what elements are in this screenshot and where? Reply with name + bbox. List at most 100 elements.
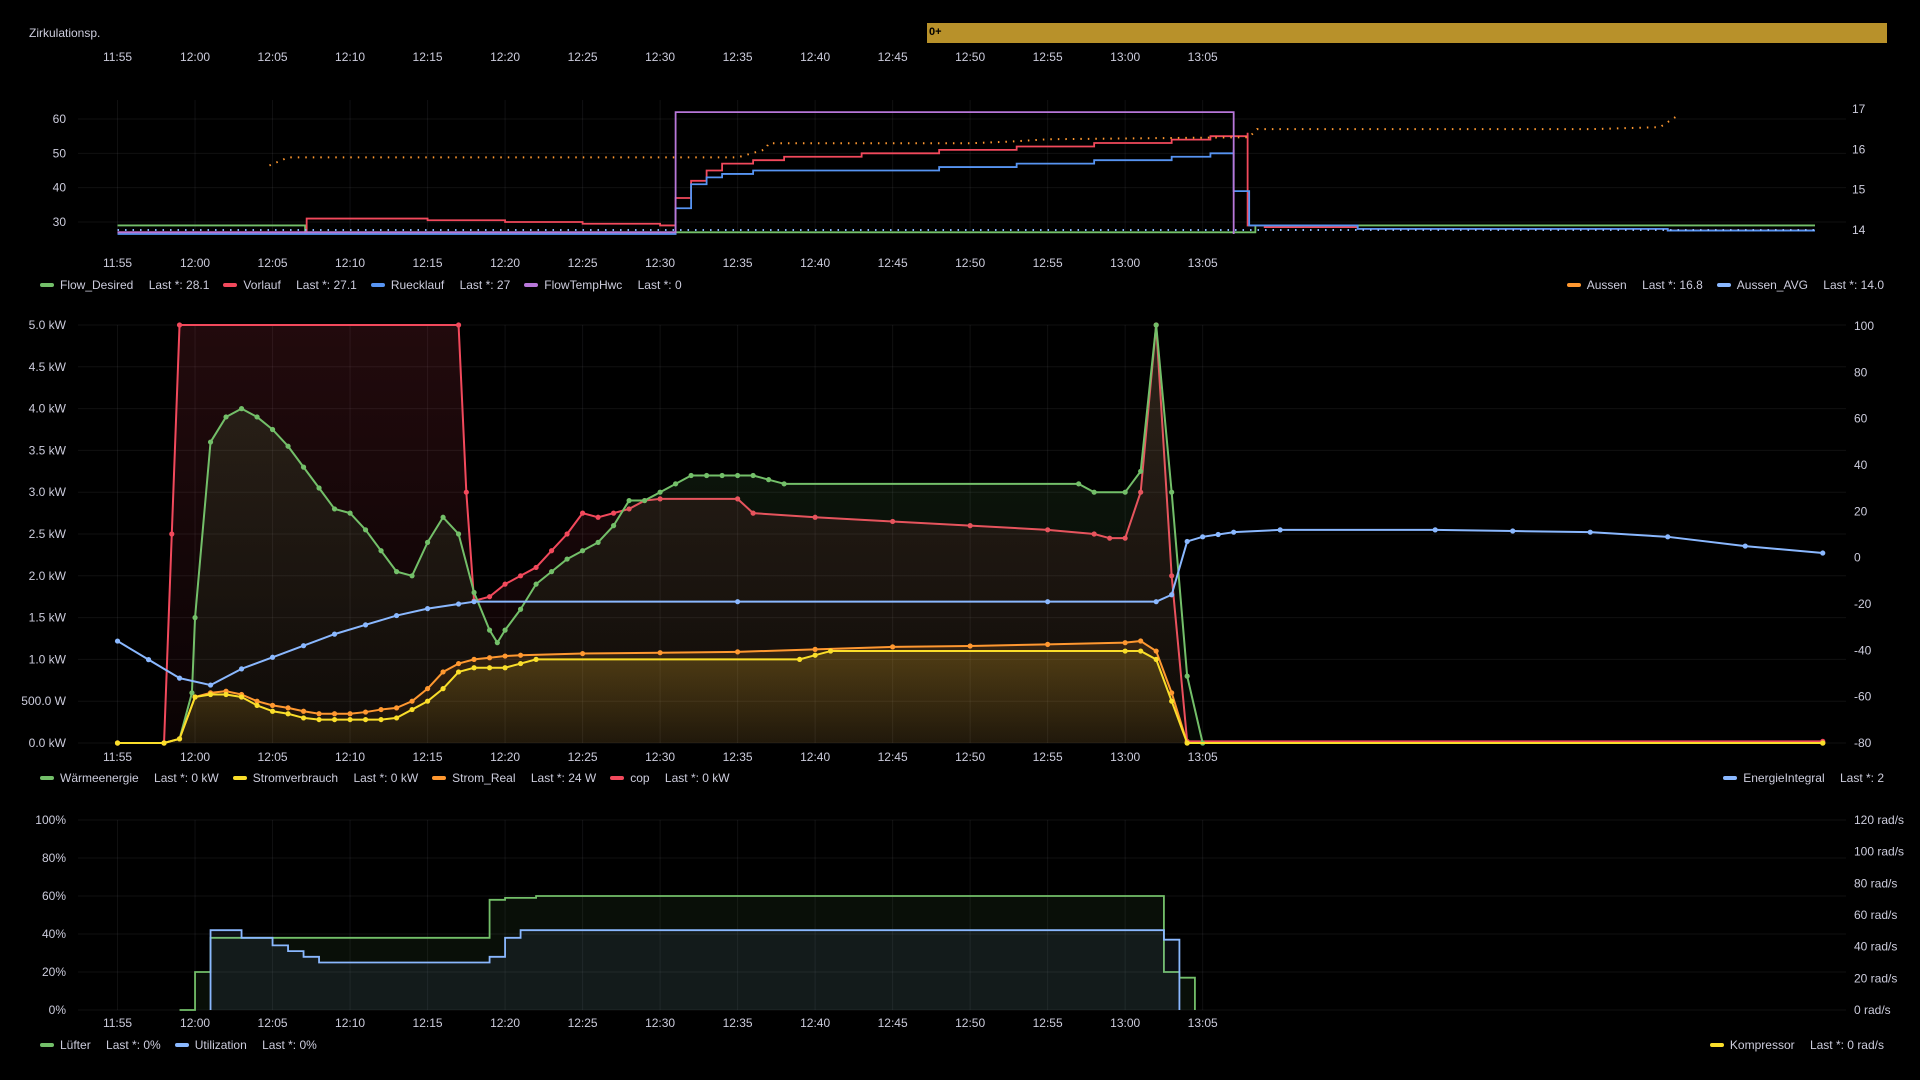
data-point-strom-real[interactable] <box>486 655 493 661</box>
data-point-w-rmeenergie[interactable] <box>548 569 555 575</box>
data-point-w-rmeenergie[interactable] <box>688 472 694 479</box>
data-point-energieintegral[interactable] <box>145 657 152 663</box>
data-point-stromverbrauch[interactable] <box>238 694 245 700</box>
series-line-ruecklauf[interactable] <box>117 149 1815 235</box>
data-point-cop[interactable] <box>595 514 601 520</box>
data-point-w-rmeenergie[interactable] <box>1184 673 1190 679</box>
data-point-energieintegral[interactable] <box>1432 527 1438 533</box>
data-point-energieintegral[interactable] <box>269 654 276 660</box>
data-point-stromverbrauch[interactable] <box>378 716 384 723</box>
data-point-energieintegral[interactable] <box>1184 538 1190 545</box>
data-point-cop[interactable] <box>463 489 469 495</box>
data-point-strom-real[interactable] <box>455 660 462 667</box>
series-line-aussen[interactable] <box>269 116 1677 167</box>
data-point-strom-real[interactable] <box>331 711 338 717</box>
data-point-stromverbrauch[interactable] <box>828 648 834 654</box>
energy-chart-svg[interactable]: 5.0 kW 4.5 kW 4.0 kW 3.5 kW 3.0 kW 2.5 kW 2.0 … <box>0 310 1920 770</box>
data-point-energieintegral[interactable] <box>1215 531 1221 538</box>
data-point-w-rmeenergie[interactable] <box>254 414 260 420</box>
data-point-strom-real[interactable] <box>378 706 384 713</box>
data-point-stromverbrauch[interactable] <box>486 665 493 671</box>
legend-item-flow-desired[interactable]: Flow_Desired Last *: 28.1 <box>40 278 209 292</box>
data-point-w-rmeenergie[interactable] <box>455 531 462 537</box>
data-point-stromverbrauch[interactable] <box>455 669 462 675</box>
data-point-w-rmeenergie[interactable] <box>409 573 415 579</box>
data-point-strom-real[interactable] <box>1122 640 1128 646</box>
data-point-w-rmeenergie[interactable] <box>393 569 400 575</box>
data-point-w-rmeenergie[interactable] <box>471 589 477 596</box>
data-point-w-rmeenergie[interactable] <box>378 548 384 554</box>
data-point-energieintegral[interactable] <box>1169 592 1175 598</box>
data-point-w-rmeenergie[interactable] <box>269 426 276 433</box>
data-point-strom-real[interactable] <box>440 669 446 675</box>
data-point-energieintegral[interactable] <box>238 666 245 672</box>
data-point-w-rmeenergie[interactable] <box>564 556 570 562</box>
data-point-w-rmeenergie[interactable] <box>1138 468 1144 474</box>
data-point-strom-real[interactable] <box>890 644 896 650</box>
data-point-cop[interactable] <box>548 548 555 554</box>
data-point-cop[interactable] <box>564 531 570 537</box>
data-point-w-rmeenergie[interactable] <box>657 489 663 495</box>
data-point-strom-real[interactable] <box>1045 641 1051 647</box>
data-point-w-rmeenergie[interactable] <box>300 464 307 470</box>
data-point-w-rmeenergie[interactable] <box>595 539 601 545</box>
data-point-cop[interactable] <box>176 322 183 328</box>
data-point-cop[interactable] <box>455 322 462 328</box>
legend-item-flowtemphwc[interactable]: FlowTempHwc Last *: 0 <box>524 278 682 292</box>
data-point-w-rmeenergie[interactable] <box>486 627 493 633</box>
data-point-stromverbrauch[interactable] <box>161 740 167 746</box>
data-point-strom-real[interactable] <box>285 705 291 711</box>
data-point-w-rmeenergie[interactable] <box>1153 322 1159 328</box>
data-point-w-rmeenergie[interactable] <box>331 506 338 512</box>
temp-chart-svg[interactable]: 60 50 40 30 17 16 15 14 11:55 12:00 12:05 12:10 12:1… <box>0 90 1920 270</box>
series-line-strom-real[interactable] <box>117 640 1823 744</box>
data-point-w-rmeenergie[interactable] <box>189 690 195 696</box>
data-point-energieintegral[interactable] <box>1231 529 1237 535</box>
data-point-energieintegral[interactable] <box>1820 550 1826 556</box>
data-point-w-rmeenergie[interactable] <box>781 481 787 487</box>
data-point-strom-real[interactable] <box>657 650 663 656</box>
data-point-strom-real[interactable] <box>517 652 524 658</box>
data-point-w-rmeenergie[interactable] <box>238 406 245 412</box>
data-point-w-rmeenergie[interactable] <box>719 472 725 479</box>
legend-item-cop[interactable]: cop Last *: 0 kW <box>610 771 730 785</box>
data-point-cop[interactable] <box>579 510 586 516</box>
status-bar[interactable]: 0+ <box>927 23 1887 43</box>
data-point-w-rmeenergie[interactable] <box>626 497 632 504</box>
data-point-strom-real[interactable] <box>967 643 973 649</box>
data-point-energieintegral[interactable] <box>362 622 369 628</box>
data-point-energieintegral[interactable] <box>1277 527 1283 533</box>
data-point-w-rmeenergie[interactable] <box>735 472 741 479</box>
data-point-w-rmeenergie[interactable] <box>610 523 617 529</box>
data-point-w-rmeenergie[interactable] <box>673 481 679 487</box>
data-point-w-rmeenergie[interactable] <box>533 581 539 587</box>
data-point-strom-real[interactable] <box>812 646 818 652</box>
series-line-utilization[interactable] <box>209 929 1181 1010</box>
data-point-cop[interactable] <box>610 510 617 516</box>
data-point-cop[interactable] <box>517 573 524 579</box>
data-point-energieintegral[interactable] <box>455 601 462 607</box>
data-point-strom-real[interactable] <box>579 650 586 657</box>
legend-item-aussen[interactable]: Aussen Last *: 16.8 <box>1566 278 1703 292</box>
data-point-stromverbrauch[interactable] <box>331 716 338 723</box>
data-point-stromverbrauch[interactable] <box>471 665 477 671</box>
data-point-strom-real[interactable] <box>1138 638 1144 644</box>
data-point-stromverbrauch[interactable] <box>285 711 291 717</box>
data-point-strom-real[interactable] <box>347 711 353 717</box>
util-chart-svg[interactable]: 100% 80% 60% 40% 20% 0% 120 rad/s 100 rad/s 80 r… <box>0 800 1920 1030</box>
data-point-strom-real[interactable] <box>409 698 415 704</box>
data-point-strom-real[interactable] <box>316 711 322 717</box>
legend-item-ruecklauf[interactable]: Ruecklauf Last *: 27 <box>370 278 510 292</box>
data-point-strom-real[interactable] <box>471 656 477 662</box>
legend-item-luefter[interactable]: Lüfter Last *: 0% <box>40 1038 161 1052</box>
data-point-energieintegral[interactable] <box>471 599 477 605</box>
data-point-strom-real[interactable] <box>254 698 260 704</box>
legend-item-vorlauf[interactable]: Vorlauf Last *: 27.1 <box>223 278 357 292</box>
series-line-flowtemphwc[interactable] <box>117 111 1235 234</box>
data-point-w-rmeenergie[interactable] <box>641 497 648 504</box>
data-point-stromverbrauch[interactable] <box>192 694 198 700</box>
data-point-energieintegral[interactable] <box>1045 599 1051 605</box>
data-point-strom-real[interactable] <box>300 708 307 714</box>
data-point-cop[interactable] <box>486 594 493 600</box>
legend-item-aussen-avg[interactable]: Aussen_AVG Last *: 14.0 <box>1716 278 1884 292</box>
